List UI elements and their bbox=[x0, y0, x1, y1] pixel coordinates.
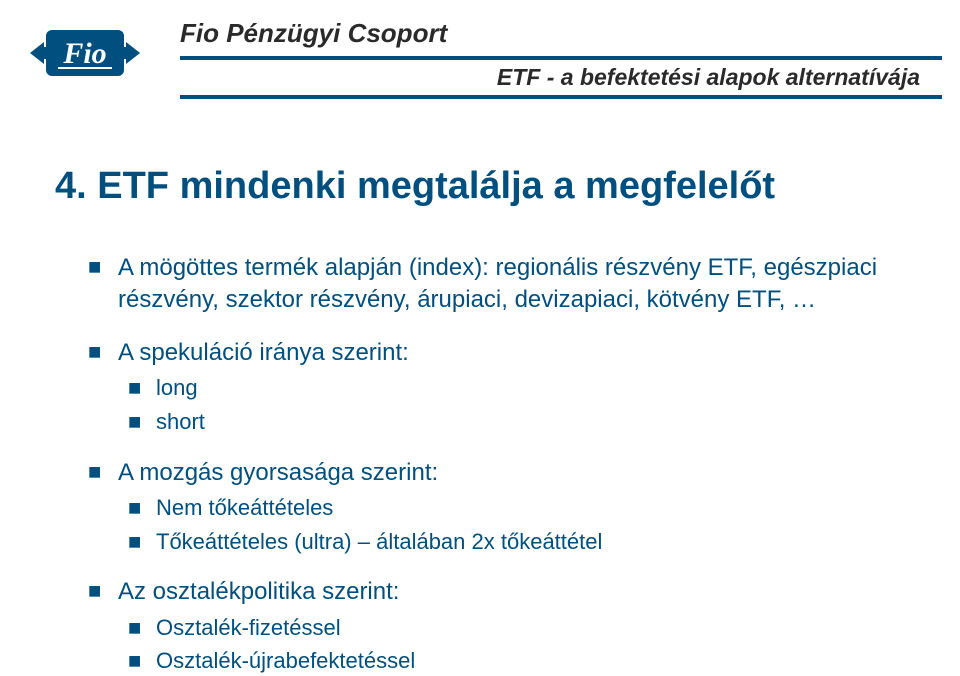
bullet-level2: ■ long bbox=[128, 373, 898, 403]
bullet-marker-icon: ■ bbox=[128, 407, 156, 437]
bullet-marker-icon: ■ bbox=[88, 457, 118, 489]
bullet-level1: ■ A spekuláció iránya szerint: bbox=[88, 337, 898, 369]
bullet-text: Osztalék-újrabefektetéssel bbox=[156, 646, 898, 676]
company-title: Fio Pénzügyi Csoport bbox=[180, 18, 447, 49]
bullet-level2: ■ Tőkeáttételes (ultra) – általában 2x t… bbox=[128, 527, 898, 557]
bullet-text: Nem tőkeáttételes bbox=[156, 493, 898, 523]
bullet-text: A spekuláció iránya szerint: bbox=[118, 337, 898, 369]
slide-page: Fio Fio Pénzügyi Csoport ETF - a befekte… bbox=[0, 0, 960, 671]
header-rule-bottom bbox=[180, 95, 942, 99]
bullet-text: Az osztalékpolitika szerint: bbox=[118, 576, 898, 608]
fio-logo-icon: Fio bbox=[30, 18, 140, 88]
bullet-text: Osztalék-fizetéssel bbox=[156, 613, 898, 643]
bullet-text: Tőkeáttételes (ultra) – általában 2x tők… bbox=[156, 527, 898, 557]
bullet-level2: ■ Osztalék-újrabefektetéssel bbox=[128, 646, 898, 676]
bullet-marker-icon: ■ bbox=[88, 576, 118, 608]
bullet-marker-icon: ■ bbox=[128, 493, 156, 523]
bullet-marker-icon: ■ bbox=[88, 337, 118, 369]
bullet-level2: ■ short bbox=[128, 407, 898, 437]
bullet-marker-icon: ■ bbox=[128, 646, 156, 676]
subtitle-bar: ETF - a befektetési alapok alternatívája bbox=[180, 56, 942, 99]
bullet-text: A mozgás gyorsasága szerint: bbox=[118, 457, 898, 489]
slide-heading: 4. ETF mindenki megtalálja a megfelelőt bbox=[55, 165, 775, 208]
bullet-level1: ■ Az osztalékpolitika szerint: bbox=[88, 576, 898, 608]
bullet-level2: ■ Osztalék-fizetéssel bbox=[128, 613, 898, 643]
bullet-level1: ■ A mozgás gyorsasága szerint: bbox=[88, 457, 898, 489]
bullet-marker-icon: ■ bbox=[88, 252, 118, 317]
logo-text: Fio bbox=[62, 37, 106, 70]
bullet-text: long bbox=[156, 373, 898, 403]
bullet-marker-icon: ■ bbox=[128, 527, 156, 557]
slide-subtitle: ETF - a befektetési alapok alternatívája bbox=[180, 60, 942, 95]
bullet-text: short bbox=[156, 407, 898, 437]
bullet-level2: ■ Nem tőkeáttételes bbox=[128, 493, 898, 523]
header: Fio Fio Pénzügyi Csoport ETF - a befekte… bbox=[0, 0, 960, 110]
bullet-text: A mögöttes termék alapján (index): regio… bbox=[118, 252, 898, 317]
bullet-marker-icon: ■ bbox=[128, 613, 156, 643]
bullet-marker-icon: ■ bbox=[128, 373, 156, 403]
bullet-level1: ■ A mögöttes termék alapján (index): reg… bbox=[88, 252, 898, 317]
bullet-content: ■ A mögöttes termék alapján (index): reg… bbox=[88, 238, 898, 676]
